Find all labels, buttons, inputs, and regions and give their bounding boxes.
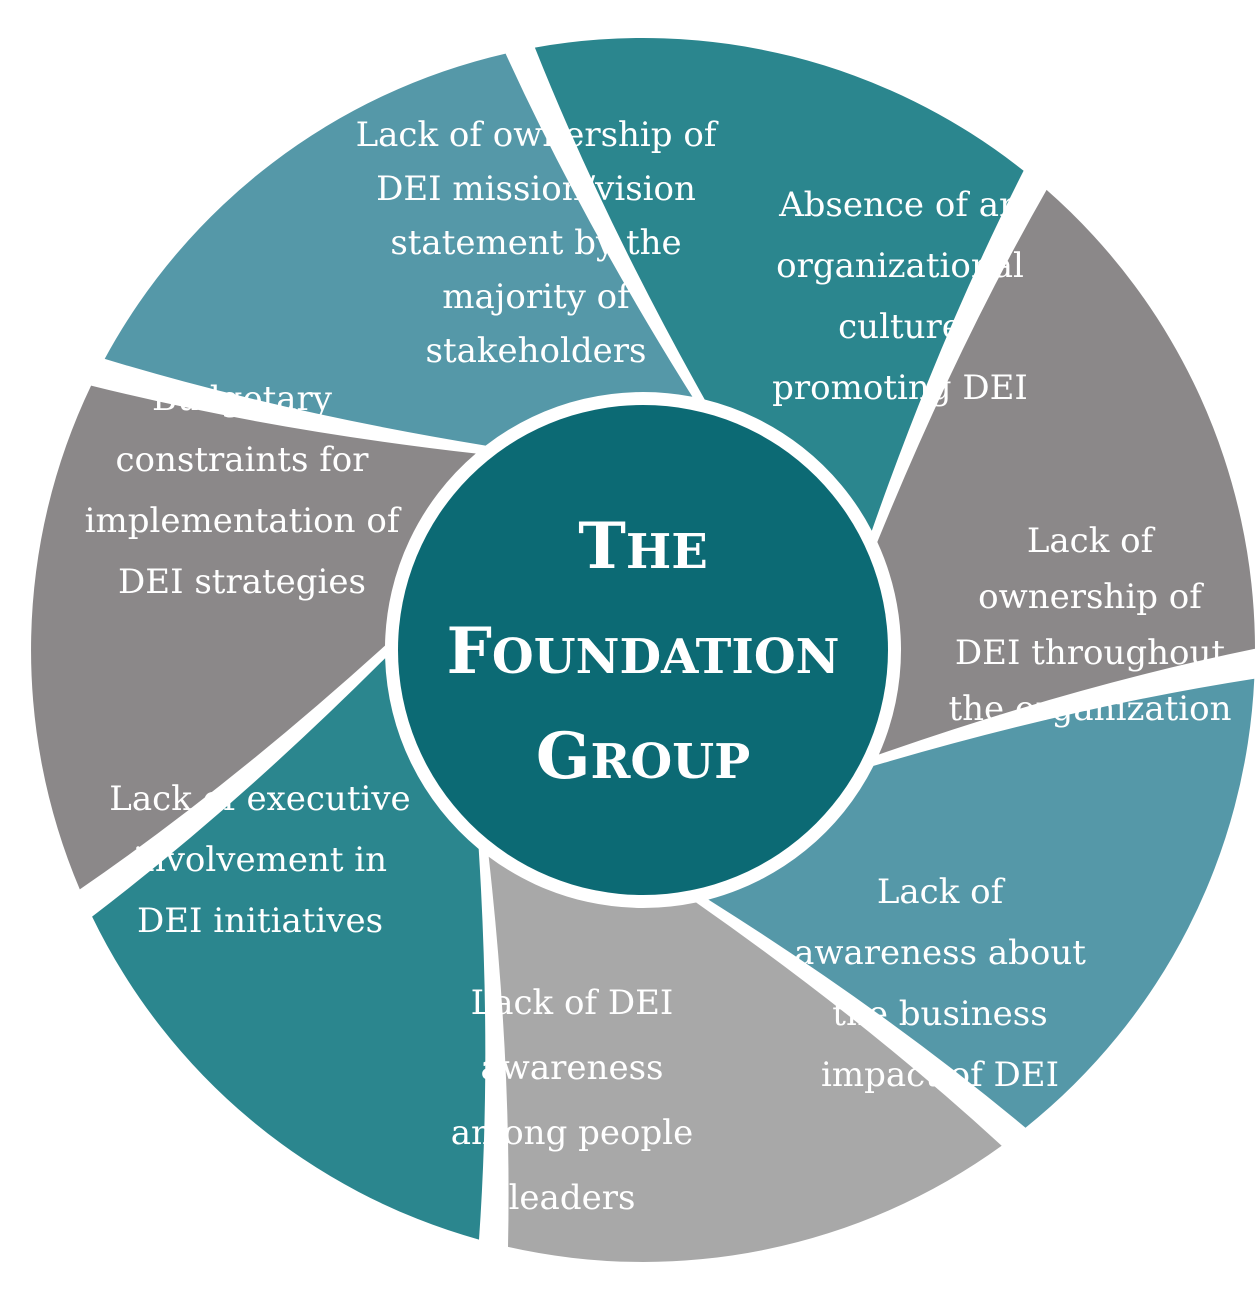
segment-business-impact-awareness-label-line: the business <box>832 994 1047 1034</box>
segment-people-leaders-awareness-label-line: Lack of DEI <box>471 983 674 1023</box>
center-title-line-foundation: FOUNDATION <box>446 614 839 689</box>
segment-organizational-culture-label-line: promoting DEI <box>772 368 1028 408</box>
segment-mission-vision-ownership-label-line: DEI mission/vision <box>376 169 696 209</box>
segment-executive-involvement <box>92 658 486 1240</box>
segment-people-leaders-awareness-label-line: awareness <box>481 1048 664 1088</box>
center-title-line-group: GROUP <box>536 719 750 794</box>
segment-people-leaders-awareness-label-line: leaders <box>509 1178 636 1218</box>
segment-business-impact-awareness <box>708 678 1255 1128</box>
segment-budgetary-constraints-label-line: constraints for <box>115 440 369 480</box>
segment-ownership-throughout-org-label-line: the organization <box>948 689 1231 729</box>
segment-organizational-culture <box>534 37 1024 531</box>
center-title-line-the: THE <box>578 509 708 584</box>
segment-organizational-culture-label-line: culture <box>838 307 962 347</box>
segment-ownership-throughout-org-label-line: ownership of <box>978 577 1204 617</box>
segment-budgetary-constraints-label-line: implementation of <box>85 501 402 541</box>
segment-ownership-throughout-org <box>877 189 1255 755</box>
segment-mission-vision-ownership-label-line: statement by the <box>390 223 681 263</box>
segment-mission-vision-ownership-label-line: majority of <box>442 277 632 317</box>
segment-business-impact-awareness-label-line: impact of DEI <box>821 1055 1059 1095</box>
wheel-segments <box>31 37 1255 1262</box>
segment-budgetary-constraints <box>31 385 476 890</box>
segment-people-leaders-awareness-label-line: among people <box>451 1113 694 1153</box>
segment-executive-involvement-label-line: Lack of executive <box>109 779 410 819</box>
segment-people-leaders-awareness <box>488 856 1002 1262</box>
segment-budgetary-constraints-label-line: Budgetary <box>152 379 333 419</box>
segment-budgetary-constraints-label-line: DEI strategies <box>118 562 366 602</box>
segment-mission-vision-ownership-label-line: stakeholders <box>426 331 647 371</box>
segment-business-impact-awareness-label-line: awareness about <box>794 933 1086 973</box>
segment-mission-vision-ownership-label-line: Lack of ownership of <box>356 115 719 155</box>
center-fill <box>398 405 888 895</box>
segment-organizational-culture-label-line: Absence of an <box>778 185 1021 225</box>
center-circle: THE FOUNDATION GROUP <box>388 395 898 905</box>
segment-ownership-throughout-org-label-line: Lack of <box>1027 521 1156 561</box>
segment-organizational-culture-label-line: organizational <box>776 246 1024 286</box>
segment-executive-involvement-label-line: involvement in <box>133 840 387 880</box>
segment-mission-vision-ownership <box>104 53 693 446</box>
segment-business-impact-awareness-label-line: Lack of <box>877 872 1006 912</box>
segment-labels: Lack of ownership of DEI mission/vision st… <box>85 115 1232 1218</box>
segment-ownership-throughout-org-label-line: DEI throughout <box>955 633 1226 673</box>
segment-executive-involvement-label-line: DEI initiatives <box>137 901 383 941</box>
